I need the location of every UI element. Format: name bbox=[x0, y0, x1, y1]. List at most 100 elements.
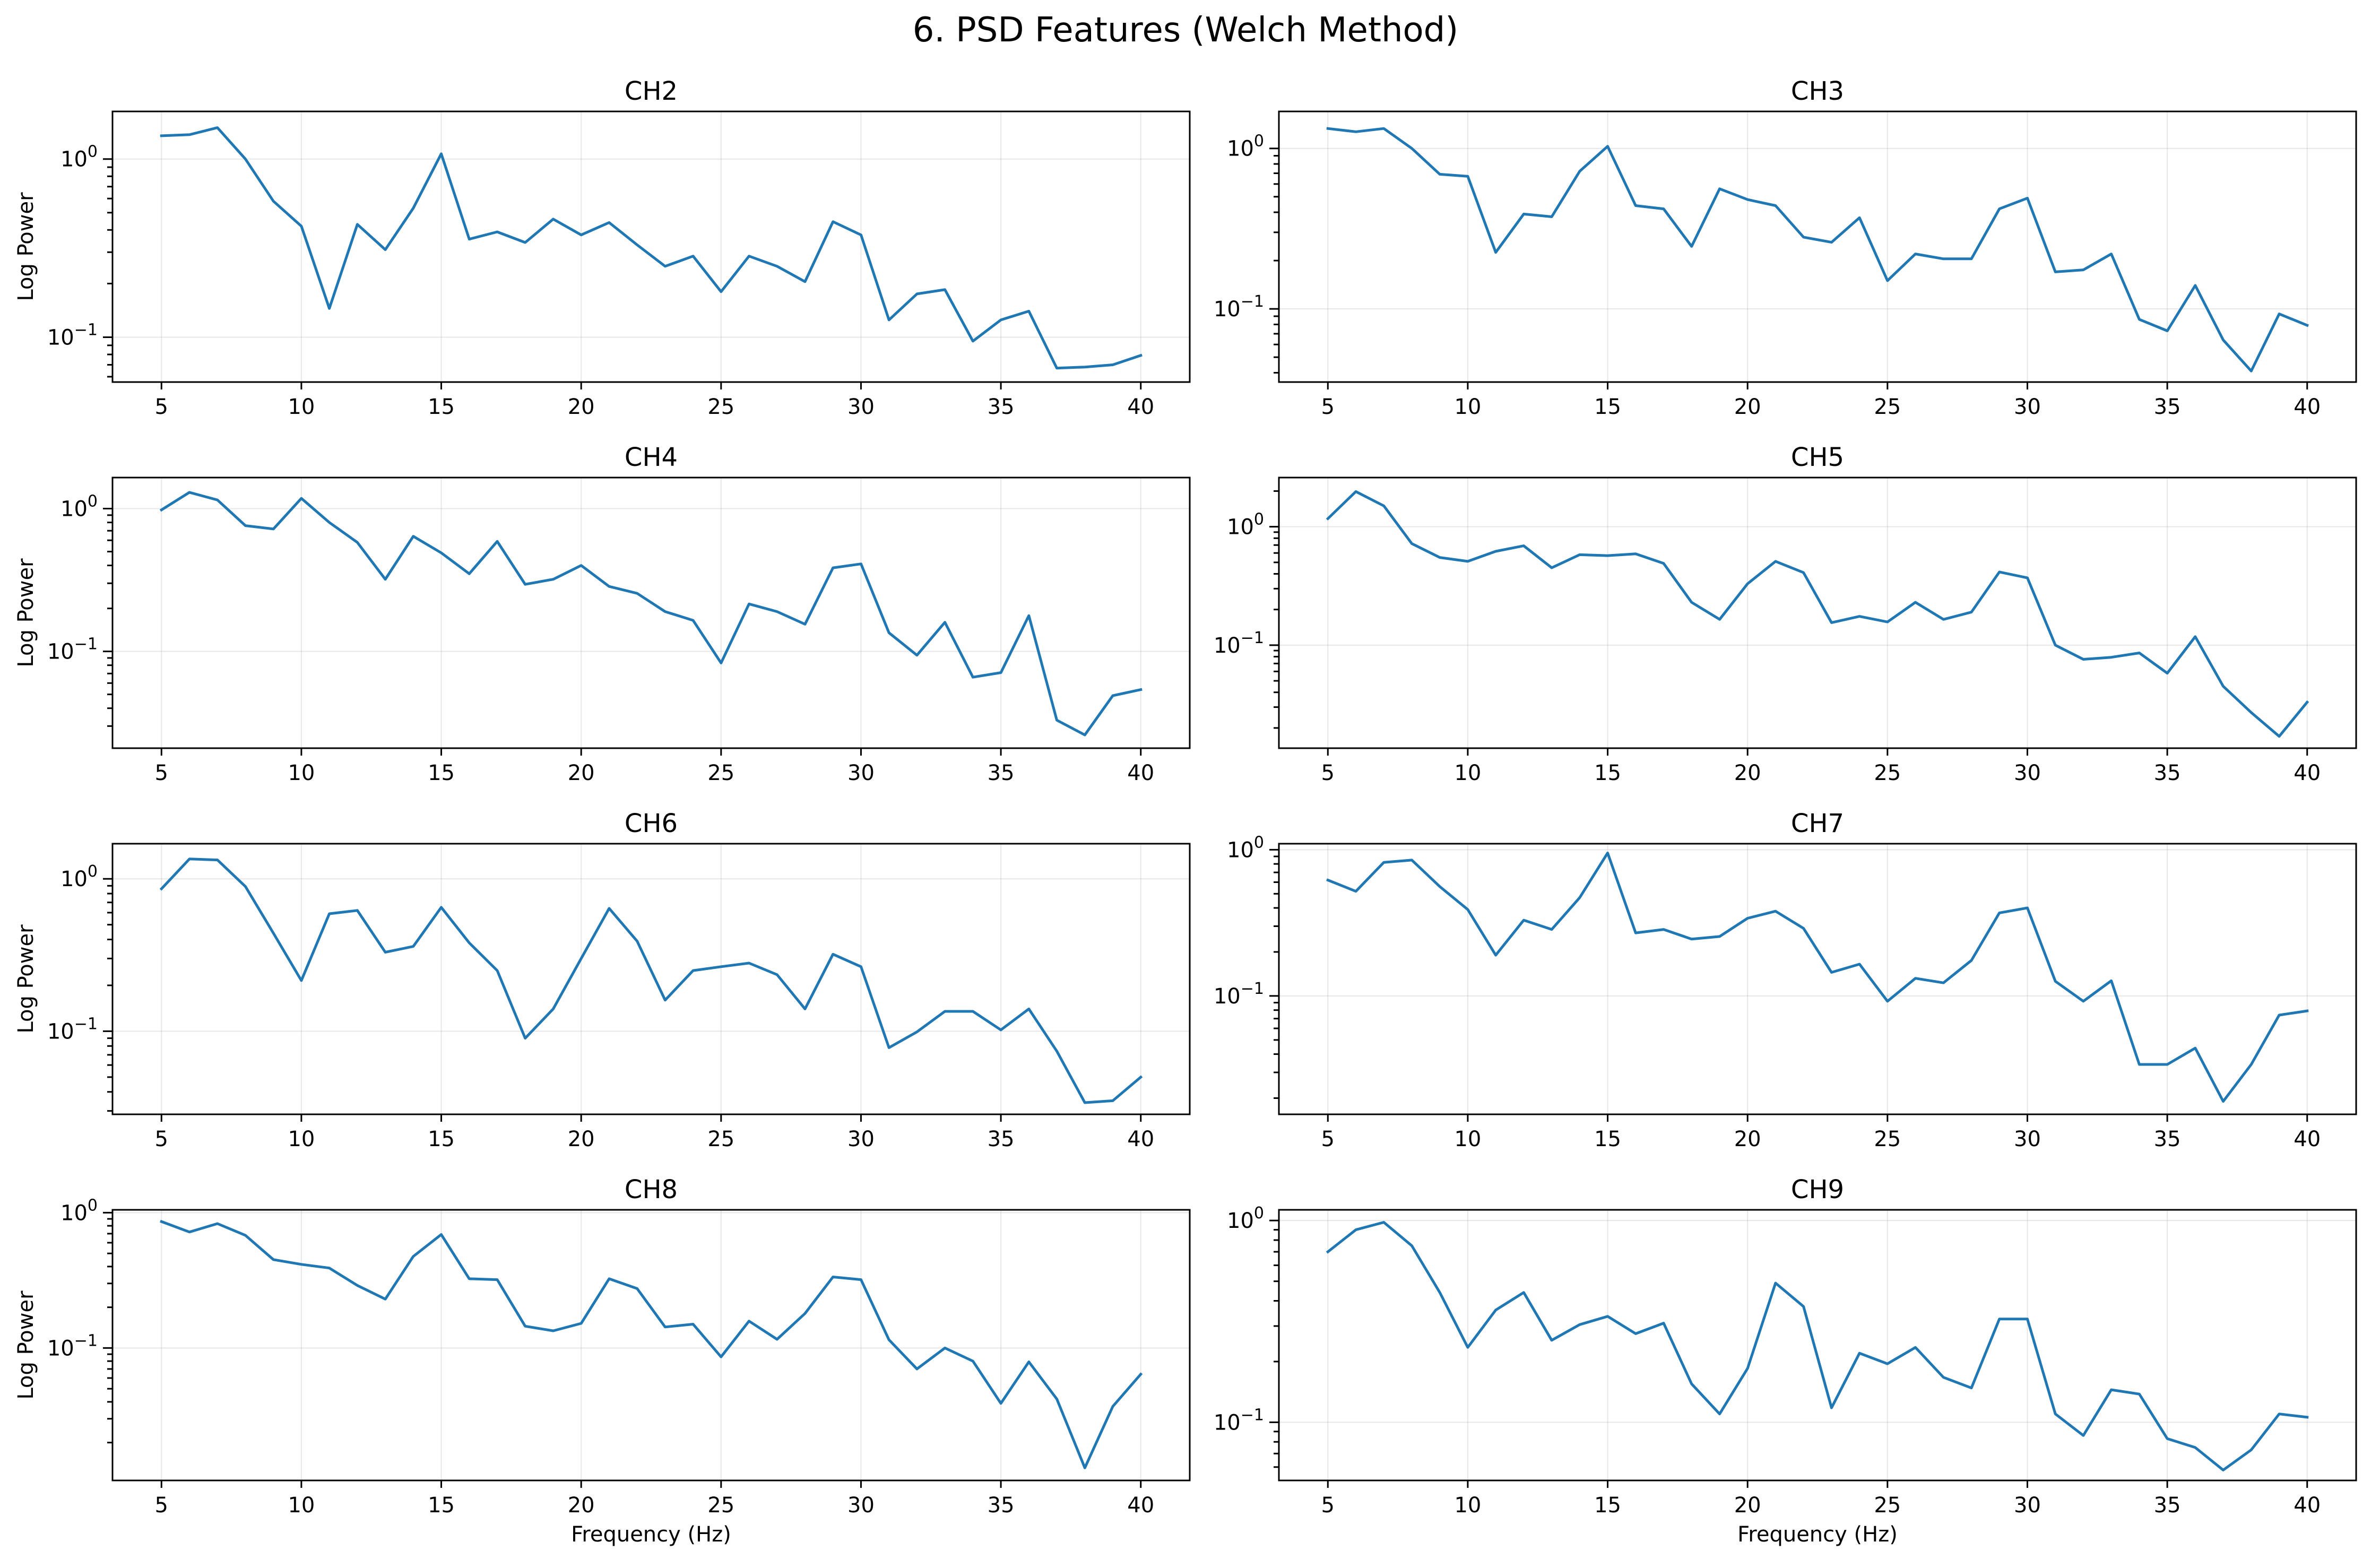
y-tick-label: 10−1 bbox=[47, 320, 98, 350]
x-tick-label: 20 bbox=[1734, 395, 1761, 419]
axes-frame bbox=[1278, 110, 2357, 383]
x-tick-label: 20 bbox=[568, 395, 595, 419]
axes-frame bbox=[111, 843, 1191, 1115]
x-tick-label: 30 bbox=[847, 1127, 875, 1151]
x-tick-label: 10 bbox=[288, 1493, 315, 1518]
x-tick-label: 5 bbox=[1321, 395, 1335, 419]
x-tick-label: 5 bbox=[155, 395, 168, 419]
axes-frame bbox=[1278, 477, 2357, 749]
y-axis-label: Log Power bbox=[14, 192, 38, 301]
x-tick-label: 25 bbox=[1874, 1127, 1901, 1151]
x-tick-label: 40 bbox=[1127, 761, 1154, 785]
subplot-ch6: 5 10 15 20 25 30 35 40 10−1 100 CH6 Log Power bbox=[14, 809, 1191, 1151]
x-tick-label: 10 bbox=[1454, 1493, 1481, 1518]
x-tick-label: 10 bbox=[1454, 761, 1481, 785]
y-axis-label: Log Power bbox=[14, 924, 38, 1034]
subplot-title: CH7 bbox=[1791, 809, 1844, 838]
x-tick-label: 15 bbox=[428, 395, 455, 419]
figure-title: 6. PSD Features (Welch Method) bbox=[913, 11, 1459, 50]
series-line-ch4 bbox=[159, 491, 1143, 737]
x-tick-label: 15 bbox=[1594, 761, 1621, 785]
series-line-ch6 bbox=[159, 857, 1143, 1104]
y-tick-label: 100 bbox=[1227, 1204, 1264, 1233]
x-tick-label: 25 bbox=[707, 1493, 734, 1518]
x-tick-label: 40 bbox=[2294, 1493, 2321, 1518]
x-tick-label: 35 bbox=[2154, 395, 2181, 419]
y-tick-label: 100 bbox=[1227, 132, 1264, 161]
x-tick-label: 10 bbox=[1454, 1127, 1481, 1151]
y-tick-label: 10−1 bbox=[1214, 980, 1264, 1009]
x-tick-label: 20 bbox=[1734, 1493, 1761, 1518]
x-tick-label: 25 bbox=[1874, 761, 1901, 785]
x-tick-label: 5 bbox=[1321, 761, 1335, 785]
x-tick-label: 20 bbox=[568, 1493, 595, 1518]
subplot-ch8: 5 10 15 20 25 30 35 40 10−1 100 CH8 Log Power Freque… bbox=[14, 1175, 1191, 1547]
x-tick-label: 40 bbox=[2294, 1127, 2321, 1151]
y-tick-label: 100 bbox=[1227, 510, 1264, 540]
x-tick-label: 15 bbox=[428, 1127, 455, 1151]
x-tick-label: 30 bbox=[2014, 1127, 2041, 1151]
x-tick-label: 35 bbox=[2154, 761, 2181, 785]
x-tick-label: 25 bbox=[707, 761, 734, 785]
subplot-ch4: 5 10 15 20 25 30 35 40 10−1 100 CH4 Log Power bbox=[14, 443, 1191, 785]
x-tick-label: 15 bbox=[1594, 1493, 1621, 1518]
x-tick-label: 40 bbox=[1127, 1127, 1154, 1151]
x-tick-label: 30 bbox=[2014, 395, 2041, 419]
subplot-title: CH4 bbox=[625, 443, 678, 472]
x-tick-label: 5 bbox=[155, 1493, 168, 1518]
series-line-ch9 bbox=[1326, 1221, 2309, 1471]
subplot-title: CH9 bbox=[1791, 1175, 1844, 1205]
subplot-ch3: 5 10 15 20 25 30 35 40 10−1 100 CH3 bbox=[1214, 76, 2357, 419]
x-tick-label: 40 bbox=[1127, 1493, 1154, 1518]
x-tick-label: 10 bbox=[288, 1127, 315, 1151]
x-tick-label: 35 bbox=[988, 1127, 1015, 1151]
x-tick-label: 40 bbox=[1127, 395, 1154, 419]
x-tick-label: 35 bbox=[2154, 1493, 2181, 1518]
subplot-ch2: 5 10 15 20 25 30 35 40 10−1 100 CH2 Log Power bbox=[14, 76, 1191, 419]
axes-frame bbox=[1278, 1209, 2357, 1482]
x-tick-label: 35 bbox=[2154, 1127, 2181, 1151]
y-tick-label: 10−1 bbox=[1214, 292, 1264, 322]
x-tick-label: 25 bbox=[707, 1127, 734, 1151]
axes-frame bbox=[111, 1209, 1191, 1482]
x-tick-label: 35 bbox=[988, 395, 1015, 419]
x-tick-label: 25 bbox=[1874, 1493, 1901, 1518]
y-tick-label: 10−1 bbox=[1214, 1406, 1264, 1435]
axes-frame bbox=[111, 477, 1191, 749]
series-line-ch8 bbox=[160, 1219, 1143, 1469]
y-tick-label: 10−1 bbox=[47, 1015, 98, 1044]
x-tick-label: 20 bbox=[568, 1127, 595, 1151]
x-tick-label: 15 bbox=[1594, 1127, 1621, 1151]
x-tick-label: 5 bbox=[155, 761, 168, 785]
series-line-ch5 bbox=[1326, 490, 2309, 738]
y-tick-label: 100 bbox=[1227, 833, 1264, 862]
series-line-ch3 bbox=[1326, 127, 2309, 372]
x-tick-label: 20 bbox=[568, 761, 595, 785]
subplot-title: CH5 bbox=[1791, 443, 1844, 472]
x-tick-label: 35 bbox=[988, 761, 1015, 785]
x-axis-label: Frequency (Hz) bbox=[1737, 1522, 1898, 1547]
x-tick-label: 15 bbox=[1594, 395, 1621, 419]
x-tick-label: 25 bbox=[1874, 395, 1901, 419]
x-tick-label: 10 bbox=[288, 395, 315, 419]
x-tick-label: 10 bbox=[1454, 395, 1481, 419]
y-tick-label: 100 bbox=[60, 862, 98, 891]
x-axis-label: Frequency (Hz) bbox=[571, 1522, 731, 1547]
series-line-ch2 bbox=[160, 126, 1143, 370]
x-tick-label: 10 bbox=[288, 761, 315, 785]
x-tick-label: 20 bbox=[1734, 1127, 1761, 1151]
x-tick-label: 20 bbox=[1734, 761, 1761, 785]
axes-frame bbox=[111, 110, 1191, 383]
y-tick-label: 100 bbox=[60, 143, 98, 172]
y-axis-label: Log Power bbox=[14, 558, 38, 668]
subplot-ch5: 5 10 15 20 25 30 35 40 10−1 100 CH5 bbox=[1214, 443, 2357, 785]
x-tick-label: 5 bbox=[1321, 1127, 1335, 1151]
subplot-grid: 5 10 15 20 25 30 35 40 10−1 100 CH2 Log Power 5 10 15 2… bbox=[14, 76, 2357, 1547]
x-tick-label: 30 bbox=[847, 1493, 875, 1518]
x-tick-label: 15 bbox=[428, 1493, 455, 1518]
y-tick-label: 100 bbox=[60, 492, 98, 522]
y-tick-label: 10−1 bbox=[47, 1331, 98, 1361]
axes-frame bbox=[1278, 843, 2357, 1115]
x-tick-label: 30 bbox=[847, 761, 875, 785]
